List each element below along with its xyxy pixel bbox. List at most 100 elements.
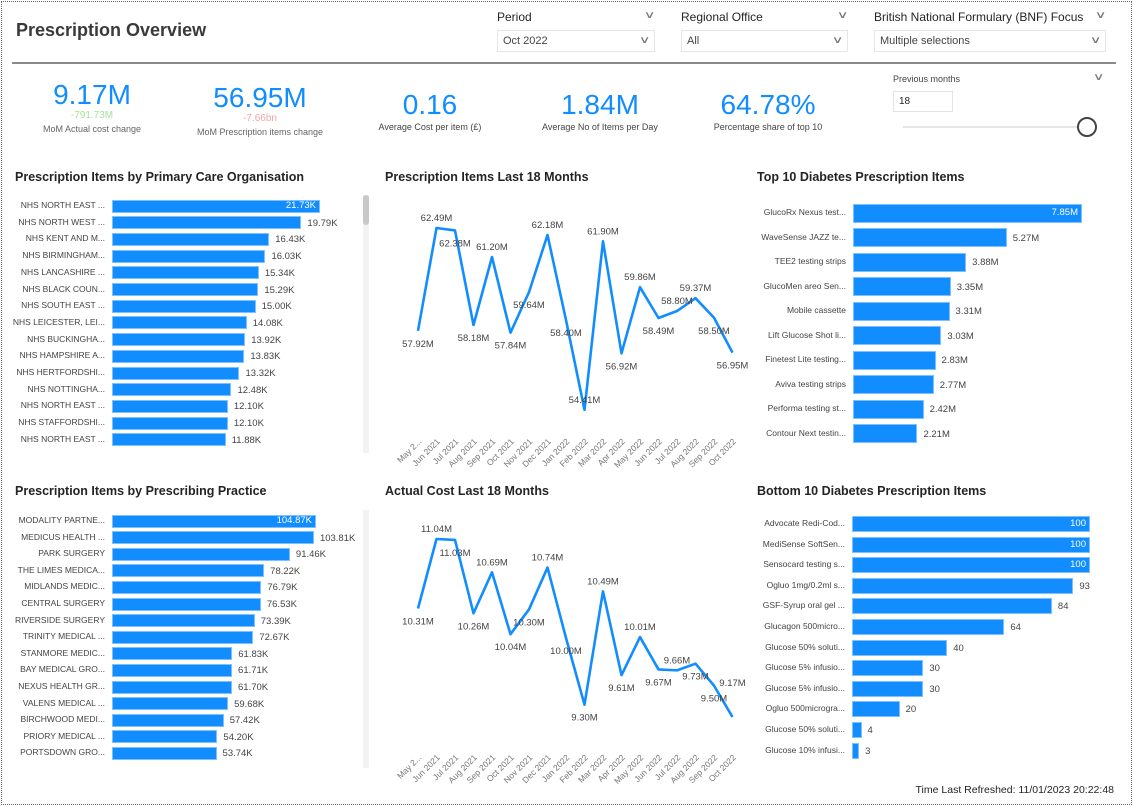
practice-data-label: 54.20K xyxy=(223,731,254,743)
top10-bar[interactable] xyxy=(853,301,950,321)
pco-bar[interactable] xyxy=(112,299,256,313)
bottom10-bar[interactable] xyxy=(852,742,860,759)
pco-bar-label: NHS STAFFORDSHI... xyxy=(18,417,105,428)
pco-bar[interactable] xyxy=(112,249,266,263)
practice-scroll-track[interactable] xyxy=(363,510,369,768)
practice-bar-label: MEDICUS HEALTH ... xyxy=(21,531,105,542)
items18-data-label: 58.50M xyxy=(698,326,730,337)
bottom10-bar-label: Advocate Redi-Cod... xyxy=(764,518,845,528)
cost18-data-label: 9.30M xyxy=(571,713,597,724)
top10-bar-label: GlucoRx Nexus test... xyxy=(763,207,846,217)
pco-scroll-track[interactable] xyxy=(363,195,369,453)
bottom10-bar[interactable] xyxy=(852,536,1090,553)
practice-bar[interactable] xyxy=(112,614,255,628)
practice-bar[interactable] xyxy=(112,630,254,644)
bnf-focus-dropdown[interactable]: Multiple selections ∨ xyxy=(874,30,1106,52)
pco-scrollbar[interactable] xyxy=(363,195,369,225)
pco-bar[interactable] xyxy=(112,433,226,447)
top10-bar[interactable] xyxy=(853,228,1007,247)
pco-data-label: 16.03K xyxy=(271,251,302,263)
practice-bar-label: RIVERSIDE SURGERY xyxy=(14,614,105,625)
bottom10-data-label: 100 xyxy=(1070,538,1086,550)
bottom10-bar[interactable] xyxy=(852,516,1090,532)
chevron-down-icon[interactable]: ∨ xyxy=(1094,10,1107,21)
pco-bar[interactable] xyxy=(112,199,320,213)
pco-bar[interactable] xyxy=(112,232,270,246)
period-dropdown[interactable]: Oct 2022 ∨ xyxy=(497,30,655,52)
practice-bar[interactable] xyxy=(112,564,265,578)
pco-bar[interactable] xyxy=(112,399,228,413)
practice-data-label: 53.74K xyxy=(222,748,253,760)
pco-bar[interactable] xyxy=(112,416,228,430)
pco-data-label: 19.79K xyxy=(307,217,338,229)
items18-data-label: 62.49M xyxy=(421,213,453,224)
bottom10-bar[interactable] xyxy=(852,660,924,677)
top10-bar[interactable] xyxy=(853,424,918,443)
practice-bar-label: PARK SURGERY xyxy=(38,548,105,559)
top10-bar[interactable] xyxy=(853,252,967,272)
pco-bar[interactable] xyxy=(112,216,302,230)
top10-bar[interactable] xyxy=(853,326,942,345)
chevron-down-icon[interactable]: ∨ xyxy=(836,10,849,21)
practice-bar[interactable] xyxy=(112,697,229,711)
pco-data-label: 12.10K xyxy=(233,401,264,413)
practice-bar[interactable] xyxy=(112,730,218,744)
pco-bar-label: NHS BLACK COUN... xyxy=(22,283,105,294)
bottom10-chart-title: Bottom 10 Diabetes Prescription Items xyxy=(757,484,987,498)
top10-bar-label: Contour Next testin... xyxy=(766,427,846,438)
bottom10-bar[interactable] xyxy=(852,639,948,656)
top10-bar[interactable] xyxy=(853,203,1082,223)
pco-bar[interactable] xyxy=(112,333,246,347)
items18-data-label: 62.18M xyxy=(532,220,564,231)
practice-data-label: 73.39K xyxy=(260,615,291,627)
practice-bar[interactable] xyxy=(112,531,314,545)
practice-data-label: 103.81K xyxy=(319,532,356,544)
practice-bar[interactable] xyxy=(112,547,290,561)
top10-bar[interactable] xyxy=(853,375,934,394)
bottom10-bar[interactable] xyxy=(852,701,900,718)
pco-bar[interactable] xyxy=(112,349,245,363)
kpi-value: 1.84M xyxy=(561,89,639,120)
cost18-data-label: 10.31M xyxy=(402,616,434,627)
items18-line[interactable] xyxy=(416,226,734,412)
pco-bar[interactable] xyxy=(112,283,259,296)
practice-bar[interactable] xyxy=(112,713,224,727)
practice-bar[interactable] xyxy=(112,647,233,661)
items18-data-label: 54.41M xyxy=(569,395,601,406)
items18-data-label: 58.18M xyxy=(458,333,490,344)
previous-months-input[interactable]: 18 xyxy=(893,91,953,112)
practice-bar[interactable] xyxy=(112,580,262,594)
bottom10-bar[interactable] xyxy=(852,680,924,697)
top10-bar[interactable] xyxy=(853,350,936,370)
bottom10-bar-label: Sensocard testing s... xyxy=(763,559,845,570)
top10-data-label: 7.85M xyxy=(1051,207,1078,218)
pco-bar-label: NHS SOUTH EAST ... xyxy=(21,300,105,311)
top10-bar[interactable] xyxy=(853,399,924,419)
top10-bar[interactable] xyxy=(853,277,951,296)
previous-months-slider-handle[interactable] xyxy=(1077,117,1097,137)
pco-bar[interactable] xyxy=(112,266,259,280)
practice-bar[interactable] xyxy=(112,514,316,528)
practice-bar[interactable] xyxy=(112,597,261,611)
chevron-down-icon[interactable]: ∨ xyxy=(1092,72,1105,83)
previous-months-slider-track[interactable] xyxy=(903,126,1093,128)
bottom10-bar[interactable] xyxy=(852,619,1005,635)
bottom10-bar[interactable] xyxy=(852,722,862,738)
pco-chart-title: Prescription Items by Primary Care Organ… xyxy=(15,170,304,184)
pco-bar[interactable] xyxy=(112,366,240,380)
bottom10-bar[interactable] xyxy=(852,557,1090,574)
regional-office-dropdown[interactable]: All ∨ xyxy=(681,30,848,52)
bottom10-data-label: 64 xyxy=(1010,622,1021,633)
pco-bar-label: NHS LEICESTER, LEI... xyxy=(12,316,105,327)
pco-bar[interactable] xyxy=(112,383,232,397)
top10-bar-label: Mobile cassette xyxy=(786,305,846,315)
cost18-line[interactable] xyxy=(416,537,734,718)
items18-data-label: 61.90M xyxy=(587,226,619,237)
practice-bar[interactable] xyxy=(112,746,217,760)
chevron-down-icon[interactable]: ∨ xyxy=(643,10,656,21)
bottom10-bar[interactable] xyxy=(852,577,1074,594)
bottom10-bar[interactable] xyxy=(852,598,1052,615)
practice-bar[interactable] xyxy=(112,663,233,677)
practice-bar[interactable] xyxy=(112,680,233,694)
pco-bar[interactable] xyxy=(112,316,247,330)
